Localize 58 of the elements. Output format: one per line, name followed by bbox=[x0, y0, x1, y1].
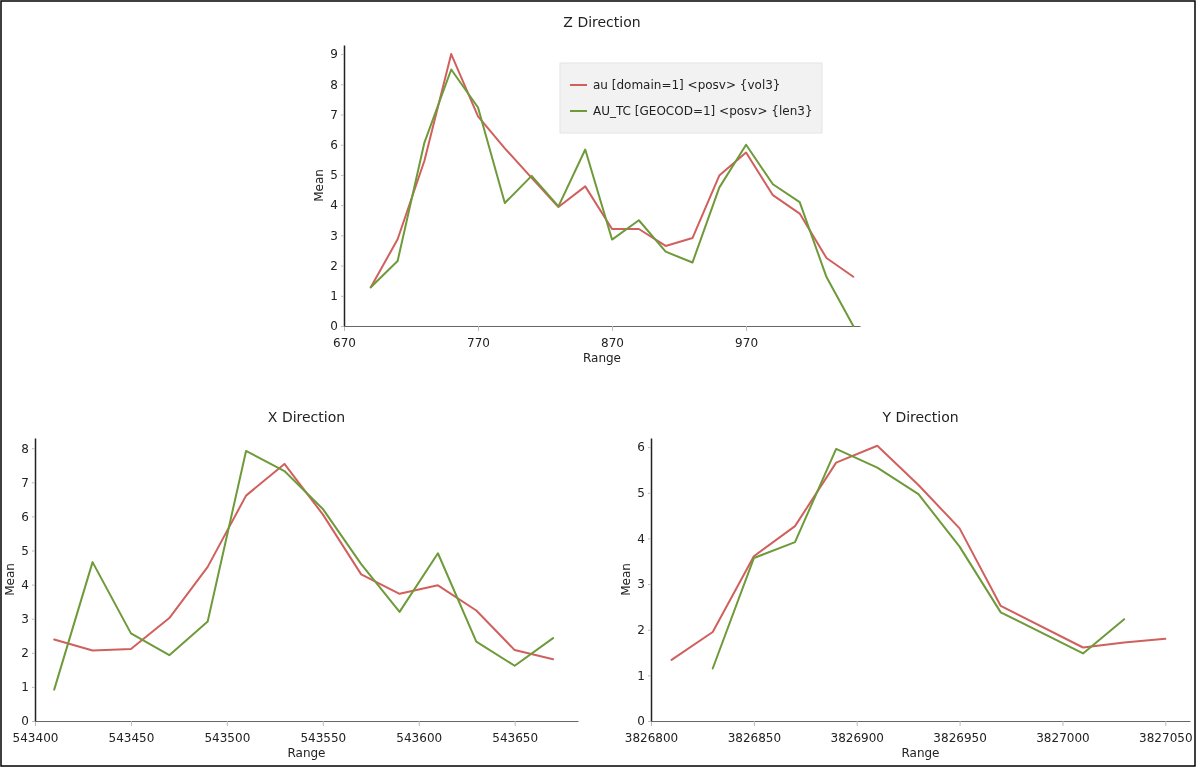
y-tick-label: 0 bbox=[330, 319, 338, 334]
y-tick-label: 2 bbox=[21, 646, 29, 661]
y-tick-label: 3 bbox=[330, 228, 338, 243]
y-tick-label: 3 bbox=[637, 577, 645, 592]
x-tick-label: 3827050 bbox=[1139, 731, 1193, 746]
x-tick-label: 543550 bbox=[300, 731, 347, 746]
legend-label: au [domain=1] <posv> {vol3} bbox=[593, 78, 781, 92]
y-axis-title: Mean bbox=[3, 563, 17, 596]
x-tick-label: 970 bbox=[735, 336, 759, 351]
x-tick-label: 3826800 bbox=[624, 731, 679, 746]
x-tick-label: 3826950 bbox=[933, 731, 987, 746]
line-series bbox=[53, 462, 555, 661]
y-tick-label: 5 bbox=[330, 168, 338, 183]
y-tick-label: 0 bbox=[21, 714, 29, 729]
y-tick-label: 1 bbox=[330, 289, 338, 304]
line-series bbox=[369, 68, 855, 327]
y-tick-label: 1 bbox=[21, 680, 29, 695]
chart-title: Y Direction bbox=[881, 409, 959, 425]
y-tick-label: 9 bbox=[330, 47, 338, 62]
x-tick-label: 870 bbox=[601, 336, 625, 351]
y-tick-label: 0 bbox=[637, 714, 645, 729]
y-tick-label: 2 bbox=[330, 258, 338, 273]
x-tick-label: 543450 bbox=[108, 731, 155, 746]
x-tick-label: 3827000 bbox=[1036, 731, 1090, 746]
y-tick-label: 1 bbox=[637, 668, 645, 683]
y-tick-label: 5 bbox=[637, 486, 645, 501]
y-tick-label: 3 bbox=[21, 612, 29, 627]
legend-label: AU_TC [GEOCOD=1] <posv> {len3} bbox=[593, 104, 813, 118]
y-tick-label: 6 bbox=[637, 440, 645, 455]
chart-title: Z Direction bbox=[563, 14, 641, 30]
x-axis-title: Range bbox=[582, 351, 622, 365]
x-tick-label: 543500 bbox=[204, 731, 251, 746]
x-axis-title: Range bbox=[287, 746, 326, 760]
y-tick-label: 6 bbox=[330, 138, 338, 153]
x-axis-title: Range bbox=[901, 746, 940, 760]
line-series bbox=[711, 447, 1126, 670]
y-tick-label: 4 bbox=[21, 577, 29, 592]
line-series bbox=[670, 444, 1167, 661]
y-tick-label: 8 bbox=[21, 441, 29, 456]
x-tick-label: 543650 bbox=[492, 731, 539, 746]
y-tick-label: 7 bbox=[330, 107, 338, 122]
x-tick-label: 770 bbox=[467, 336, 490, 351]
y-tick-label: 7 bbox=[21, 475, 29, 490]
x-tick-label: 3826900 bbox=[830, 731, 884, 746]
y-tick-label: 2 bbox=[637, 623, 645, 638]
y-axis-title: Mean bbox=[312, 169, 326, 202]
y-tick-label: 5 bbox=[21, 543, 29, 558]
y-tick-label: 8 bbox=[330, 77, 338, 92]
x-tick-label: 543600 bbox=[396, 731, 443, 746]
x-tick-label: 670 bbox=[333, 336, 356, 351]
y-tick-label: 6 bbox=[21, 509, 29, 524]
y-tick-label: 4 bbox=[330, 198, 338, 213]
x-tick-label: 3826850 bbox=[727, 731, 782, 746]
line-series bbox=[53, 449, 555, 691]
chart-title: X Direction bbox=[267, 409, 346, 425]
x-tick-label: 543400 bbox=[12, 731, 59, 746]
y-tick-label: 4 bbox=[637, 531, 645, 546]
y-axis-title: Mean bbox=[619, 563, 633, 596]
